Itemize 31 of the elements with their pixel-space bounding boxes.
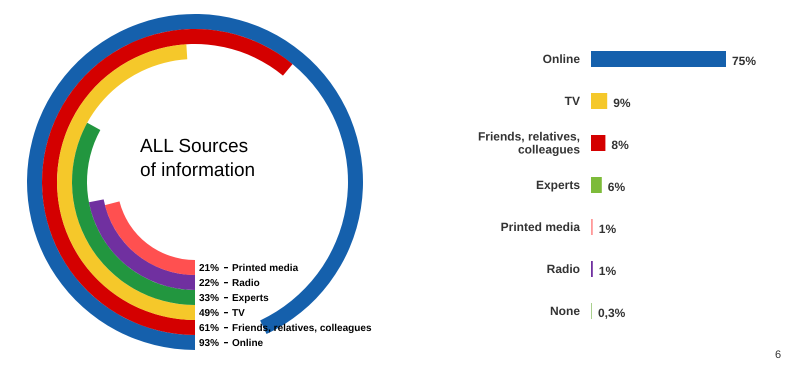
bar — [591, 51, 726, 67]
data-label: 21% — [199, 263, 220, 274]
data-label: 93% — [199, 338, 220, 349]
y-tick-label: Radio — [546, 262, 580, 276]
data-label: 49% — [199, 308, 220, 319]
category-label: TV — [232, 308, 246, 319]
category-label: Experts — [232, 293, 270, 304]
data-label: 61% — [199, 323, 220, 334]
data-label: 9% — [613, 96, 631, 110]
y-tick-label: Friends, relatives, colleagues — [478, 130, 580, 157]
data-label: 22% — [199, 278, 220, 289]
y-tick-label: TV — [564, 94, 580, 108]
data-label: 8% — [611, 138, 630, 152]
data-label: 1% — [598, 264, 616, 278]
bar — [591, 135, 606, 151]
data-label: 1% — [598, 222, 616, 236]
category-label: Radio — [232, 278, 260, 289]
y-tick-label: Online — [542, 52, 580, 66]
data-label: 75% — [732, 54, 756, 68]
data-label: 0,3% — [598, 306, 626, 320]
category-label: Online — [232, 338, 264, 349]
category-label: Printed media — [232, 263, 299, 274]
data-label: 6% — [608, 180, 626, 194]
y-tick-label: Printed media — [500, 220, 580, 234]
text: 6 — [775, 349, 782, 361]
bar — [591, 177, 602, 193]
data-label: 33% — [199, 293, 220, 304]
bar — [591, 93, 608, 109]
text: ALL Sources of information — [140, 136, 256, 181]
y-tick-label: None — [550, 304, 580, 318]
y-tick-label: Experts — [536, 178, 580, 192]
